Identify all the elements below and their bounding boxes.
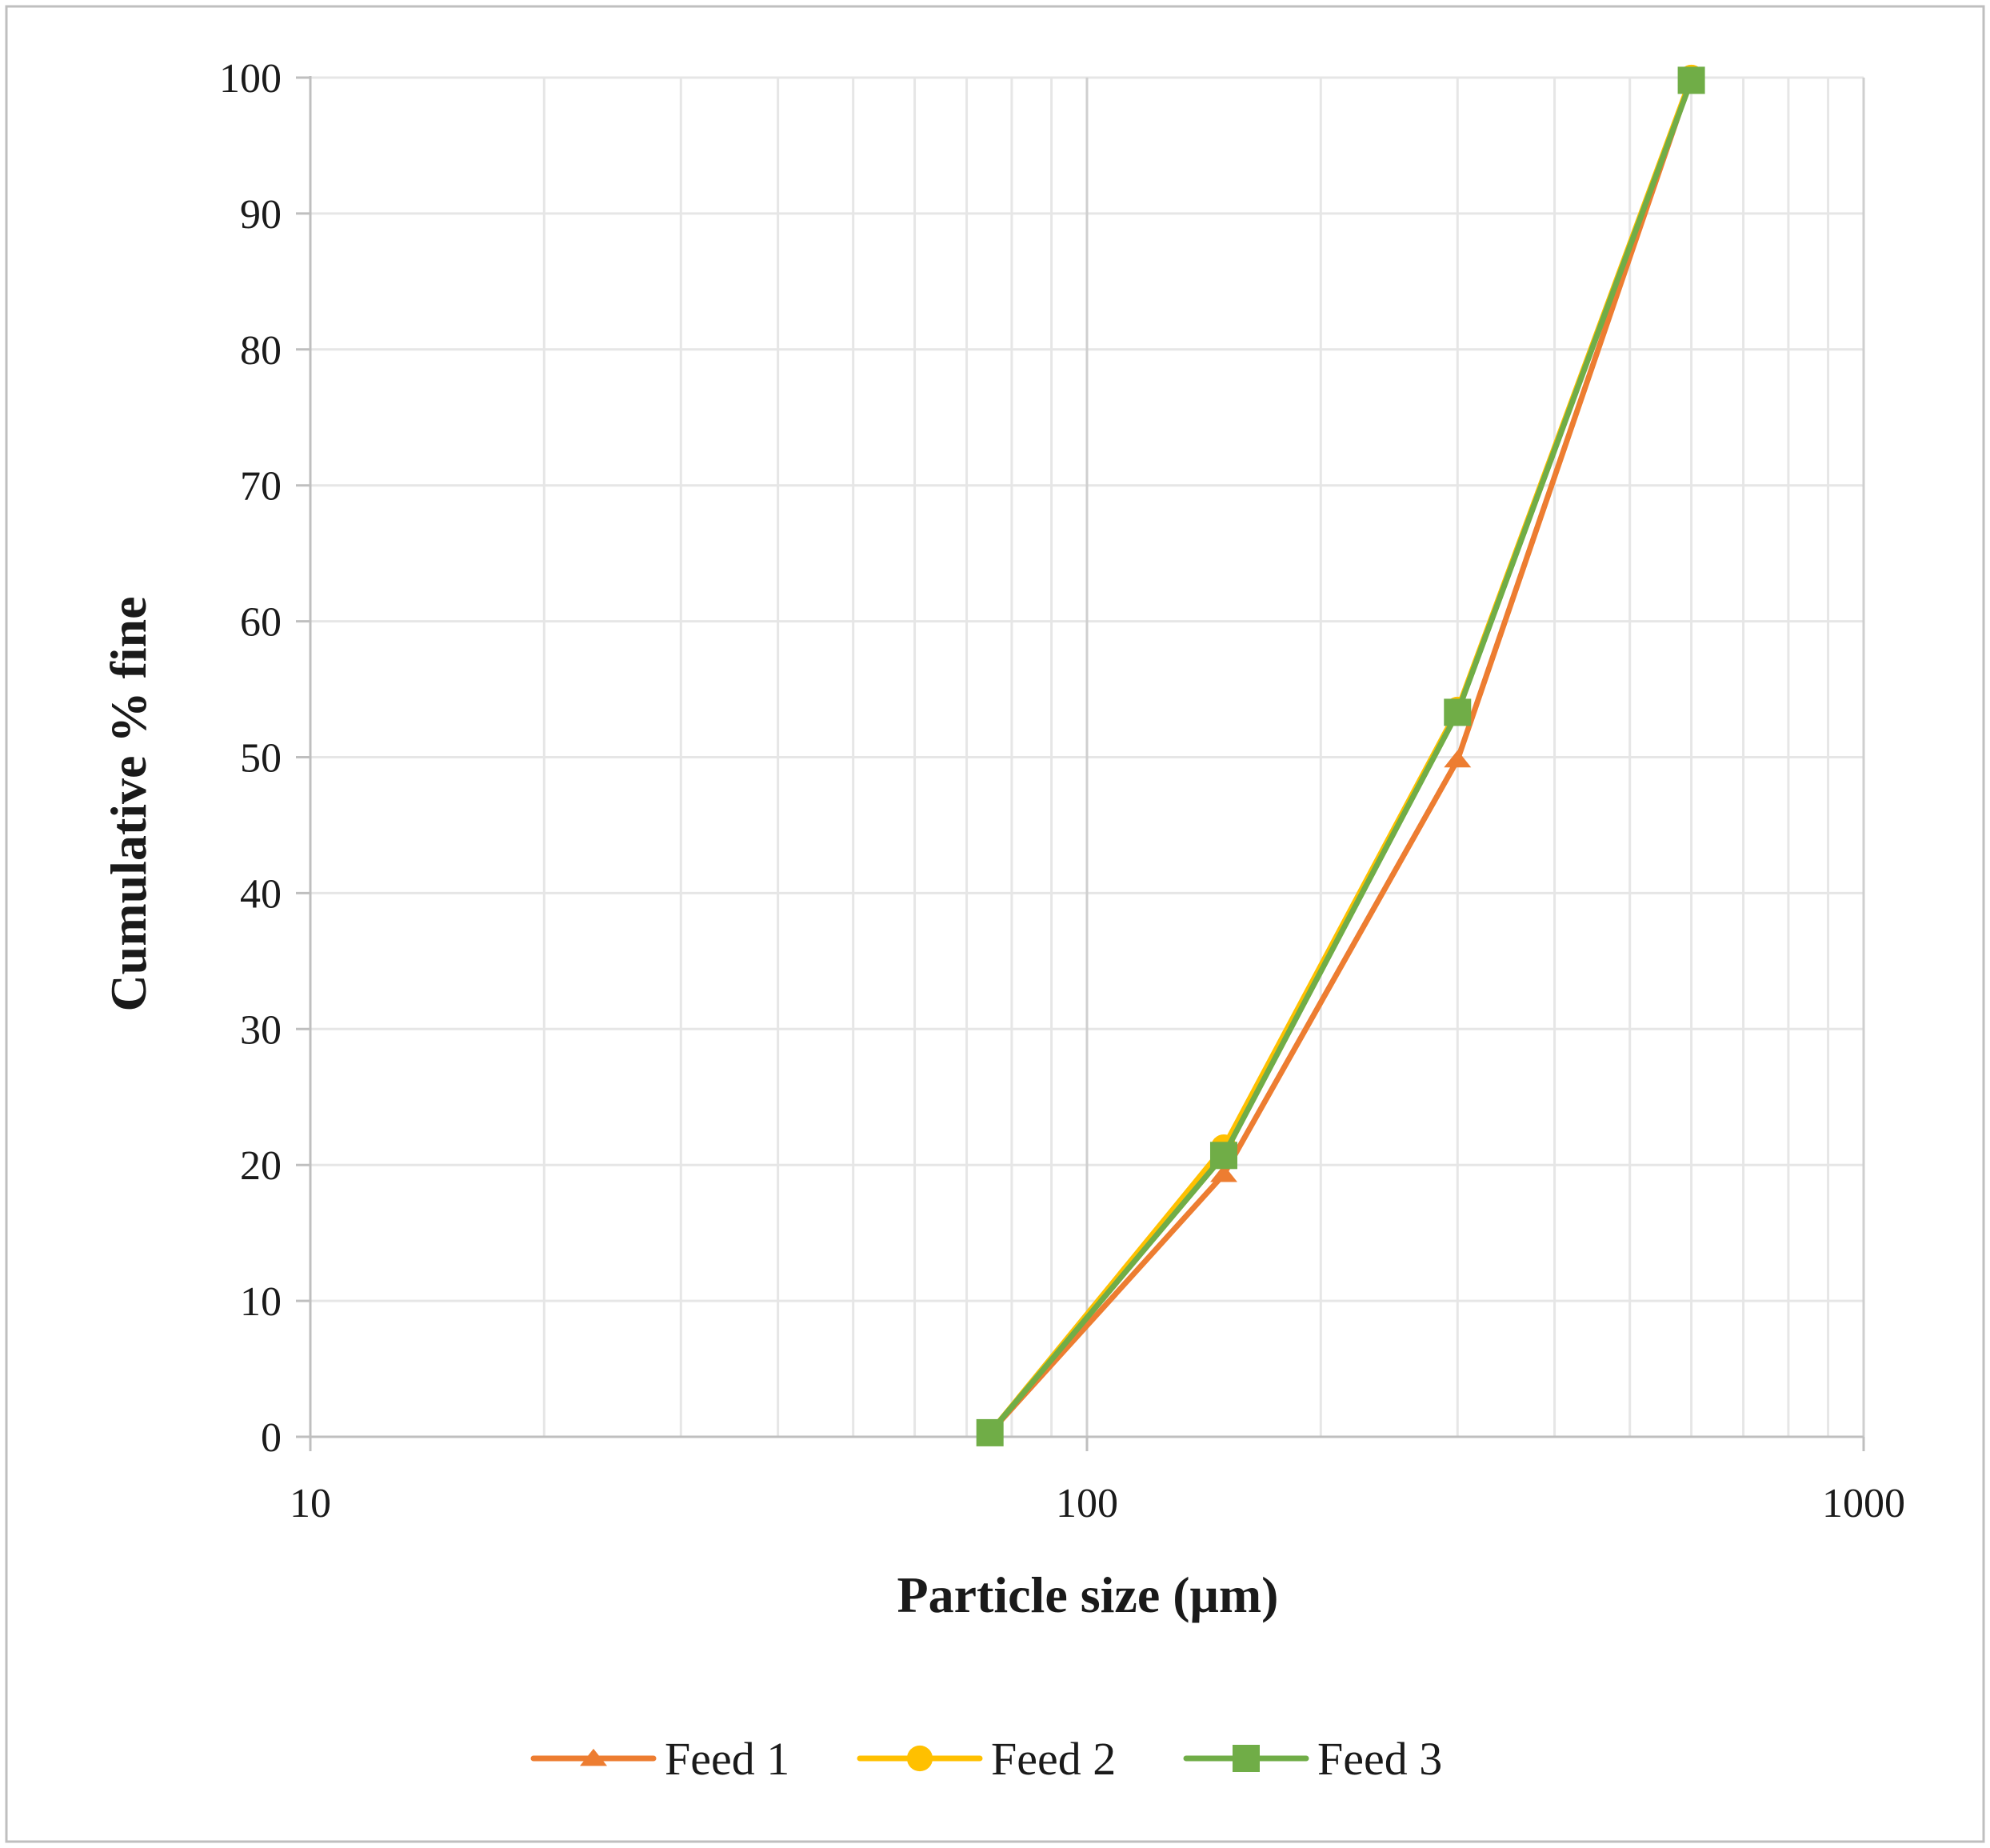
data-point-triangle [1444, 750, 1472, 768]
y-tick-label: 80 [240, 328, 282, 374]
series-line [987, 74, 1695, 1436]
legend-label: Feed 3 [1317, 1733, 1442, 1785]
y-tick-label: 70 [240, 464, 282, 510]
chart-border [5, 5, 1985, 1843]
y-tick-label: 20 [240, 1143, 282, 1189]
x-tick-label: 1000 [1822, 1481, 1905, 1526]
y-tick-label: 90 [240, 192, 282, 238]
series-lines [976, 64, 1705, 1446]
series-line [987, 77, 1695, 1436]
data-point-square [1677, 66, 1705, 94]
gridlines [309, 76, 1865, 1437]
y-tick-label: 0 [261, 1415, 282, 1461]
data-point-square [1233, 1745, 1260, 1772]
x-axis-title: Particle size (μm) [897, 1566, 1279, 1623]
y-axis-title: Cumulative % fine [100, 596, 157, 1011]
legend-label: Feed 1 [665, 1733, 789, 1785]
data-point-triangle [1209, 1164, 1237, 1182]
data-point-square [1209, 1142, 1237, 1170]
legend: Feed 1 Feed 2 Feed 3 [530, 1733, 1442, 1785]
y-tick-label: 50 [240, 736, 282, 782]
y-tick-label: 100 [219, 56, 282, 102]
data-point-square [1444, 698, 1472, 726]
y-tick-label: 60 [240, 600, 282, 646]
legend-label: Feed 2 [991, 1733, 1116, 1785]
data-point-square [976, 1418, 1004, 1446]
x-tick-label: 10 [290, 1481, 331, 1526]
x-tick-label: 100 [1056, 1481, 1118, 1526]
axes [296, 76, 1865, 1451]
y-tick-label: 30 [240, 1007, 282, 1053]
data-point-triangle [580, 1748, 607, 1766]
y-tick-label: 40 [240, 871, 282, 917]
data-point-circle [906, 1745, 933, 1772]
y-tick-label: 10 [240, 1279, 282, 1325]
